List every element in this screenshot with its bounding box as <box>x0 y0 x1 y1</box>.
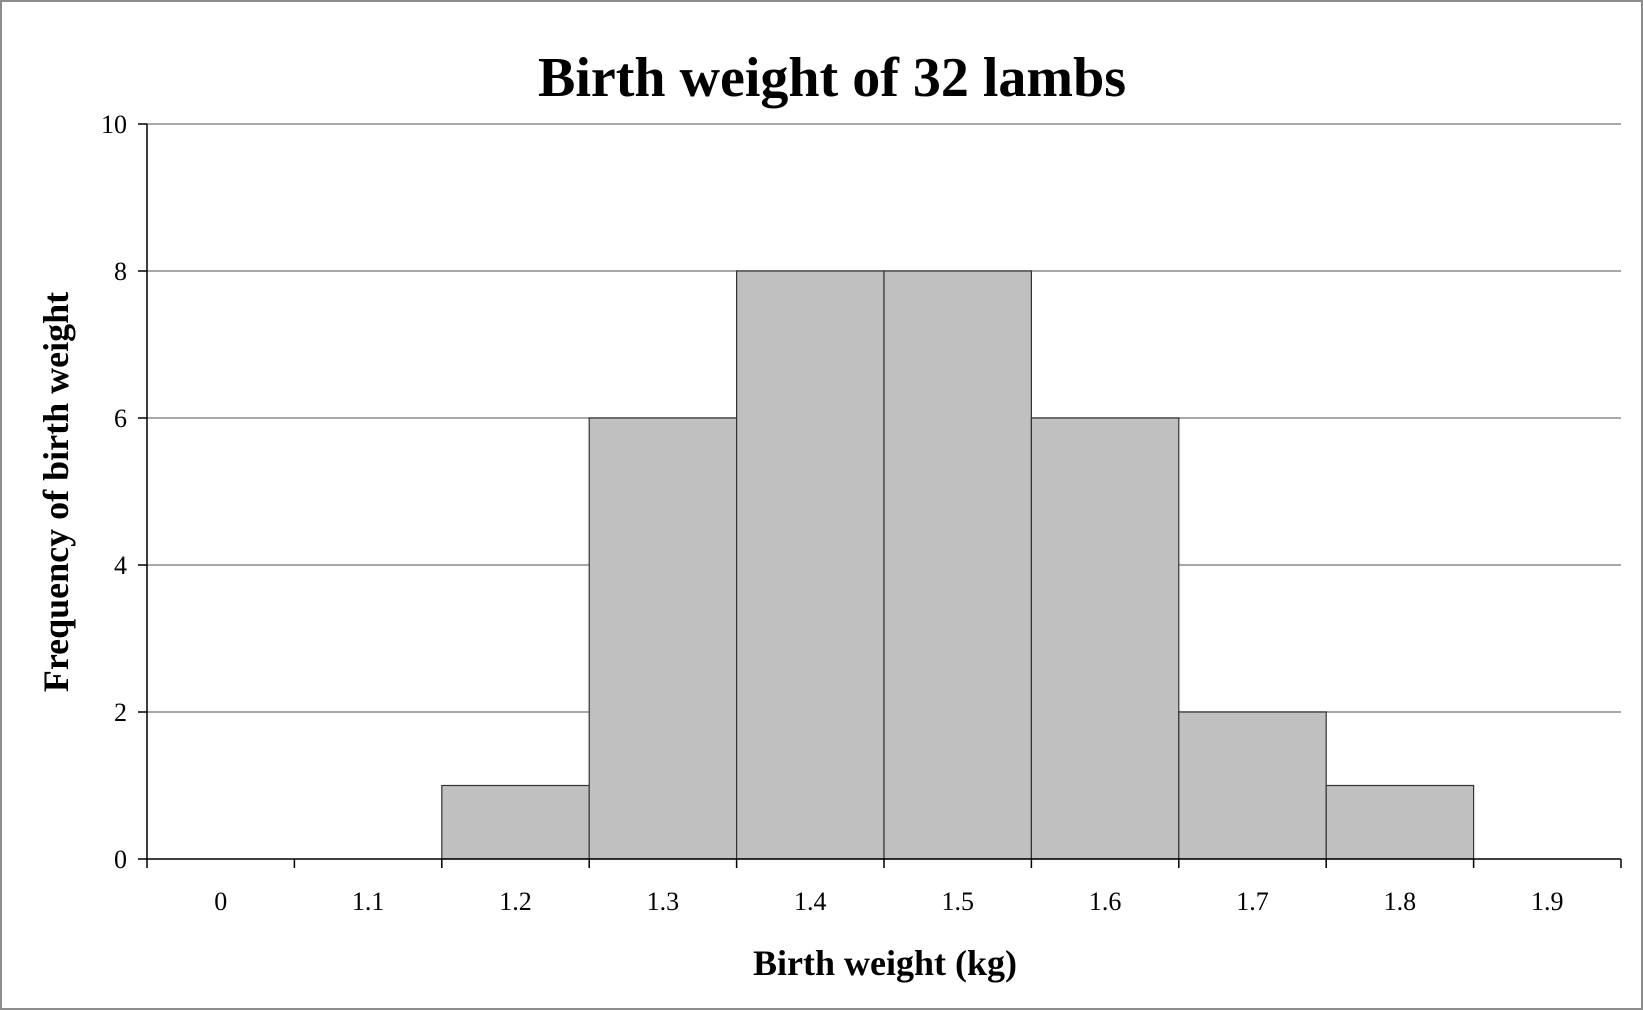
x-tick-label: 1.9 <box>1531 887 1564 916</box>
histogram-bar <box>735 270 885 860</box>
axes <box>138 123 1622 868</box>
x-tick-label: 1.1 <box>352 887 385 916</box>
histogram-bar <box>883 270 1032 860</box>
x-tick-label: 1.5 <box>941 887 974 916</box>
chart-title: Birth weight of 32 lambs <box>538 47 1126 109</box>
x-tick-label: 1.8 <box>1384 887 1417 916</box>
y-tick-label: 2 <box>114 698 127 727</box>
x-axis-label: Birth weight (kg) <box>753 943 1017 983</box>
histogram-bar <box>588 417 738 860</box>
x-tick-label: 0 <box>214 887 227 916</box>
x-tick-label: 1.4 <box>794 887 827 916</box>
y-tick-label: 8 <box>114 257 127 286</box>
y-tick-label: 6 <box>114 404 127 433</box>
y-tick-label: 10 <box>101 110 127 139</box>
x-tick-label: 1.7 <box>1236 887 1269 916</box>
y-tick-label: 0 <box>114 845 127 874</box>
y-tick-labels: 0 2 4 6 8 10 <box>101 110 127 874</box>
x-tick-label: 1.3 <box>647 887 680 916</box>
bars <box>441 270 1475 860</box>
x-tick-label: 1.2 <box>499 887 532 916</box>
y-tick-label: 4 <box>114 551 127 580</box>
histogram-bar <box>1325 784 1475 860</box>
x-tick-label: 1.6 <box>1089 887 1122 916</box>
histogram-bar <box>1178 711 1327 860</box>
x-tick-labels: 0 1.1 1.2 1.3 1.4 1.5 1.6 1.7 1.8 1.9 <box>214 887 1563 916</box>
histogram-bar <box>1030 417 1180 860</box>
histogram-bar <box>441 784 590 860</box>
y-axis-label: Frequency of birth weight <box>36 292 76 692</box>
